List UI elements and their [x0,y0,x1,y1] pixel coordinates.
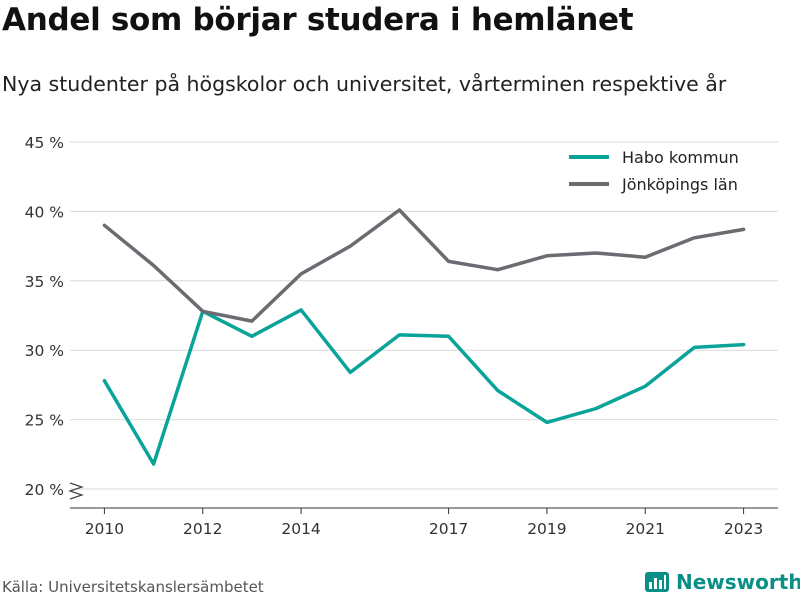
x-tick-label: 2021 [626,520,665,538]
y-tick-label: 20 % [25,481,64,499]
brand-name: Newsworthy [676,570,800,594]
brand-logo: Newsworthy [644,569,800,595]
x-tick-label: 2014 [281,520,320,538]
y-tick-label: 30 % [25,342,64,360]
legend-label: Jönköpings län [621,175,738,194]
x-tick-label: 2023 [724,520,763,538]
legend-label: Habo kommun [622,148,739,167]
axis-break-mark [68,482,84,500]
x-tick-label: 2010 [85,520,124,538]
y-tick-label: 35 % [25,273,64,291]
y-tick-label: 45 % [25,134,64,152]
x-tick-label: 2012 [183,520,222,538]
x-tick-label: 2017 [429,520,468,538]
y-tick-label: 25 % [25,412,64,430]
y-tick-label: 40 % [25,203,64,221]
chart-title: Andel som börjar studera i hemlänet [2,2,634,38]
newsworthy-icon [645,572,669,592]
chart-subtitle: Nya studenter på högskolor och universit… [2,72,727,96]
source-note: Källa: Universitetskanslersämbetet [2,578,264,596]
series-line-jonkoping [102,208,746,323]
x-tick-label: 2019 [527,520,566,538]
series-line-habo [102,308,746,466]
